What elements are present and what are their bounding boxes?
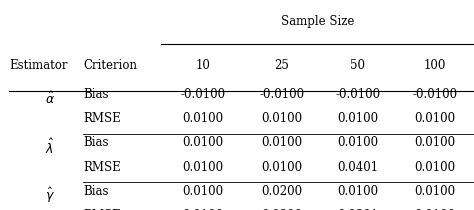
Text: 0.0401: 0.0401 bbox=[337, 161, 378, 174]
Text: 10: 10 bbox=[195, 59, 210, 72]
Text: RMSE: RMSE bbox=[83, 161, 121, 174]
Text: -0.0100: -0.0100 bbox=[335, 88, 381, 101]
Text: $\hat{\gamma}$: $\hat{\gamma}$ bbox=[45, 186, 55, 205]
Text: 0.0100: 0.0100 bbox=[262, 112, 302, 125]
Text: 0.0100: 0.0100 bbox=[262, 136, 302, 150]
Text: 0.0200: 0.0200 bbox=[262, 185, 302, 198]
Text: 0.0100: 0.0100 bbox=[414, 161, 456, 174]
Text: -0.0100: -0.0100 bbox=[412, 88, 457, 101]
Text: 0.0100: 0.0100 bbox=[182, 112, 223, 125]
Text: $\hat{\lambda}$: $\hat{\lambda}$ bbox=[45, 138, 55, 157]
Text: RMSE: RMSE bbox=[83, 209, 121, 210]
Text: 0.0100: 0.0100 bbox=[182, 161, 223, 174]
Text: 0.0100: 0.0100 bbox=[337, 185, 378, 198]
Text: Bias: Bias bbox=[83, 88, 109, 101]
Text: 0.0100: 0.0100 bbox=[414, 136, 456, 150]
Text: 0.0100: 0.0100 bbox=[414, 185, 456, 198]
Text: 0.0100: 0.0100 bbox=[337, 112, 378, 125]
Text: $\hat{\alpha}$: $\hat{\alpha}$ bbox=[45, 91, 55, 107]
Text: 0.0100: 0.0100 bbox=[182, 209, 223, 210]
Text: 0.0100: 0.0100 bbox=[414, 209, 456, 210]
Text: -0.0100: -0.0100 bbox=[180, 88, 225, 101]
Text: Estimator: Estimator bbox=[9, 59, 68, 72]
Text: 0.0301: 0.0301 bbox=[337, 209, 378, 210]
Text: 50: 50 bbox=[350, 59, 365, 72]
Text: 0.0100: 0.0100 bbox=[337, 136, 378, 150]
Text: -0.0100: -0.0100 bbox=[259, 88, 305, 101]
Text: 0.0100: 0.0100 bbox=[262, 161, 302, 174]
Text: 0.0200: 0.0200 bbox=[262, 209, 302, 210]
Text: Bias: Bias bbox=[83, 136, 109, 150]
Text: 0.0100: 0.0100 bbox=[182, 185, 223, 198]
Text: 100: 100 bbox=[424, 59, 446, 72]
Text: RMSE: RMSE bbox=[83, 112, 121, 125]
Text: 0.0100: 0.0100 bbox=[414, 112, 456, 125]
Text: 0.0100: 0.0100 bbox=[182, 136, 223, 150]
Text: 25: 25 bbox=[274, 59, 290, 72]
Text: Sample Size: Sample Size bbox=[281, 15, 354, 28]
Text: Bias: Bias bbox=[83, 185, 109, 198]
Text: Criterion: Criterion bbox=[83, 59, 137, 72]
